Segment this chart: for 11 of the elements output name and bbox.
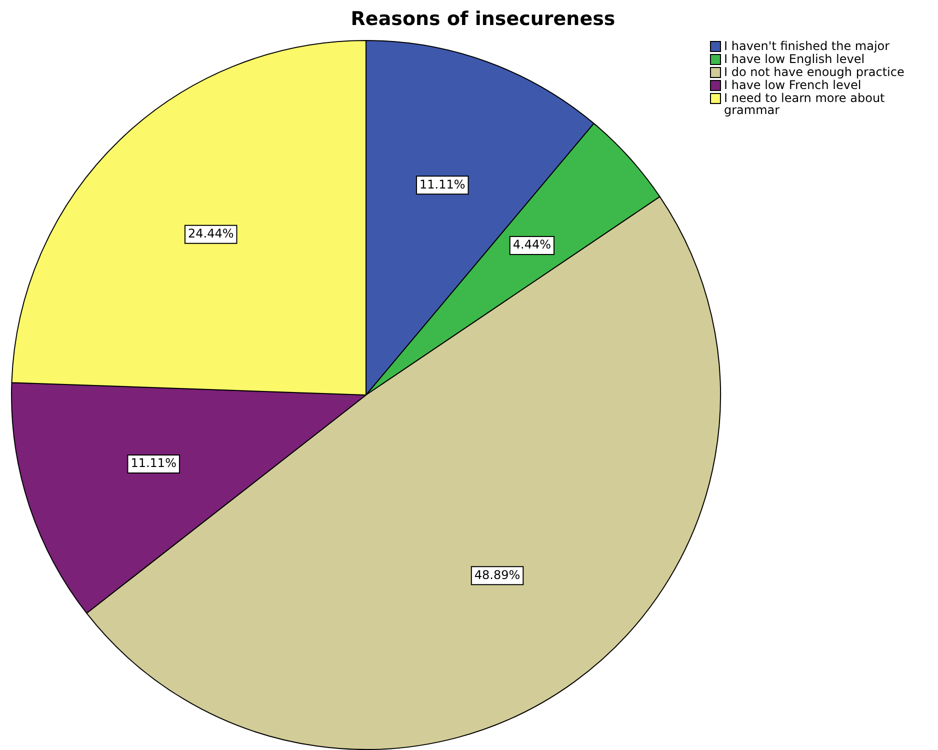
- legend-label: I have low English level: [724, 52, 865, 66]
- legend-label: I haven't finished the major: [724, 39, 890, 53]
- data-label: 11.11%: [420, 177, 466, 192]
- legend-label: I have low French level: [724, 78, 862, 92]
- legend-label: I need to learn more about grammar: [724, 91, 886, 117]
- legend-label: I do not have enough practice: [724, 65, 904, 79]
- chart-title: Reasons of insecureness: [350, 8, 616, 30]
- data-label: 48.89%: [474, 568, 520, 582]
- data-label: 4.44%: [512, 238, 552, 252]
- data-label: 11.11%: [130, 456, 176, 470]
- data-label: 24.44%: [188, 226, 234, 240]
